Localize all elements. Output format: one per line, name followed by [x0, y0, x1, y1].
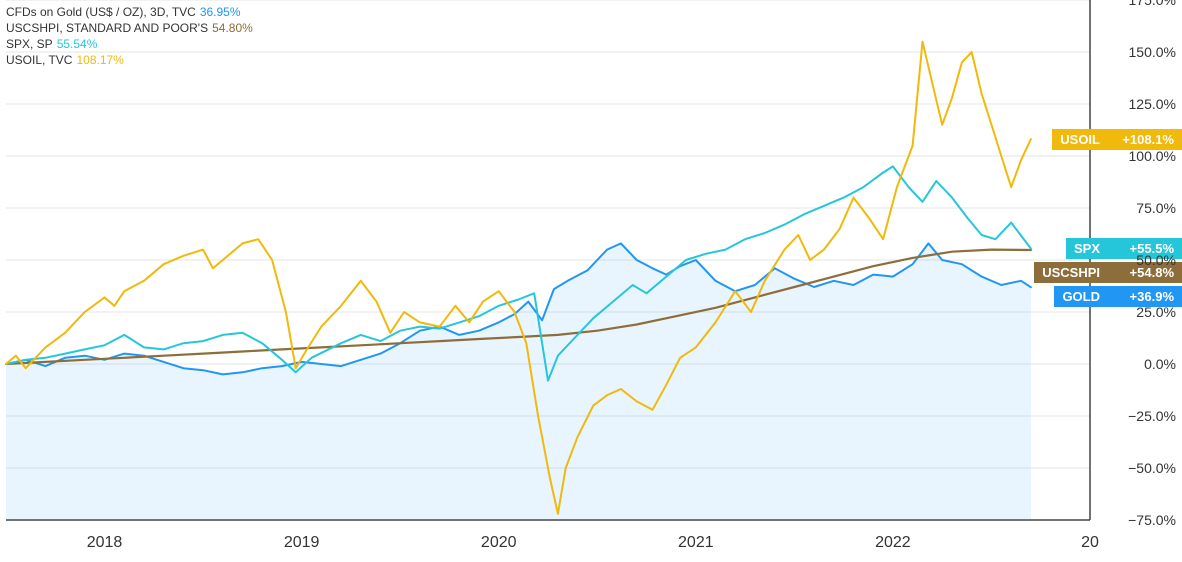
- y-tick-label: −25.0%: [1128, 408, 1176, 424]
- price-label-symbol: USCSHPI: [1034, 262, 1108, 283]
- legend-row: USOIL, TVC 108.17%: [6, 52, 253, 68]
- y-tick-label: 175.0%: [1129, 0, 1176, 8]
- series-area-gold: [6, 243, 1031, 520]
- legend-name: USCSHPI, STANDARD AND POOR'S: [6, 21, 208, 35]
- price-label-symbol: SPX: [1066, 238, 1108, 259]
- legend-name: USOIL, TVC: [6, 53, 72, 67]
- y-tick-label: 25.0%: [1136, 304, 1176, 320]
- y-tick-label: 75.0%: [1136, 200, 1176, 216]
- x-tick-label: 20: [1081, 534, 1099, 552]
- legend-row: SPX, SP 55.54%: [6, 36, 253, 52]
- x-tick-label: 2019: [284, 534, 320, 552]
- y-tick-label: 100.0%: [1129, 148, 1176, 164]
- y-tick-label: 50.0%: [1136, 252, 1176, 268]
- price-label-symbol: USOIL: [1052, 129, 1108, 150]
- comparison-line-chart[interactable]: [0, 0, 1182, 562]
- legend: CFDs on Gold (US$ / OZ), 3D, TVC36.95%US…: [6, 4, 253, 68]
- y-tick-label: −50.0%: [1128, 460, 1176, 476]
- x-tick-label: 2021: [678, 534, 714, 552]
- legend-name: CFDs on Gold (US$ / OZ), 3D, TVC: [6, 5, 196, 19]
- legend-value: 36.95%: [200, 5, 241, 19]
- price-label-pct: +108.1%: [1108, 129, 1182, 150]
- x-tick-label: 2020: [481, 534, 517, 552]
- legend-name: SPX, SP: [6, 37, 53, 51]
- price-label-usoil: USOIL+108.1%: [1052, 128, 1182, 150]
- x-axis: 2018 2019 2020 2021 2022 20: [0, 534, 1182, 556]
- x-tick-label: 2018: [87, 534, 123, 552]
- legend-value: 108.17%: [76, 53, 123, 67]
- legend-row: CFDs on Gold (US$ / OZ), 3D, TVC 36.95%: [6, 4, 253, 20]
- y-tick-label: 125.0%: [1129, 96, 1176, 112]
- y-tick-label: 150.0%: [1129, 44, 1176, 60]
- x-tick-label: 2022: [875, 534, 911, 552]
- price-label-symbol: GOLD: [1054, 286, 1108, 307]
- legend-value: 55.54%: [57, 37, 98, 51]
- y-tick-label: 0.0%: [1144, 356, 1176, 372]
- legend-row: USCSHPI, STANDARD AND POOR'S 54.80%: [6, 20, 253, 36]
- legend-value: 54.80%: [212, 21, 253, 35]
- y-tick-label: −75.0%: [1128, 512, 1176, 528]
